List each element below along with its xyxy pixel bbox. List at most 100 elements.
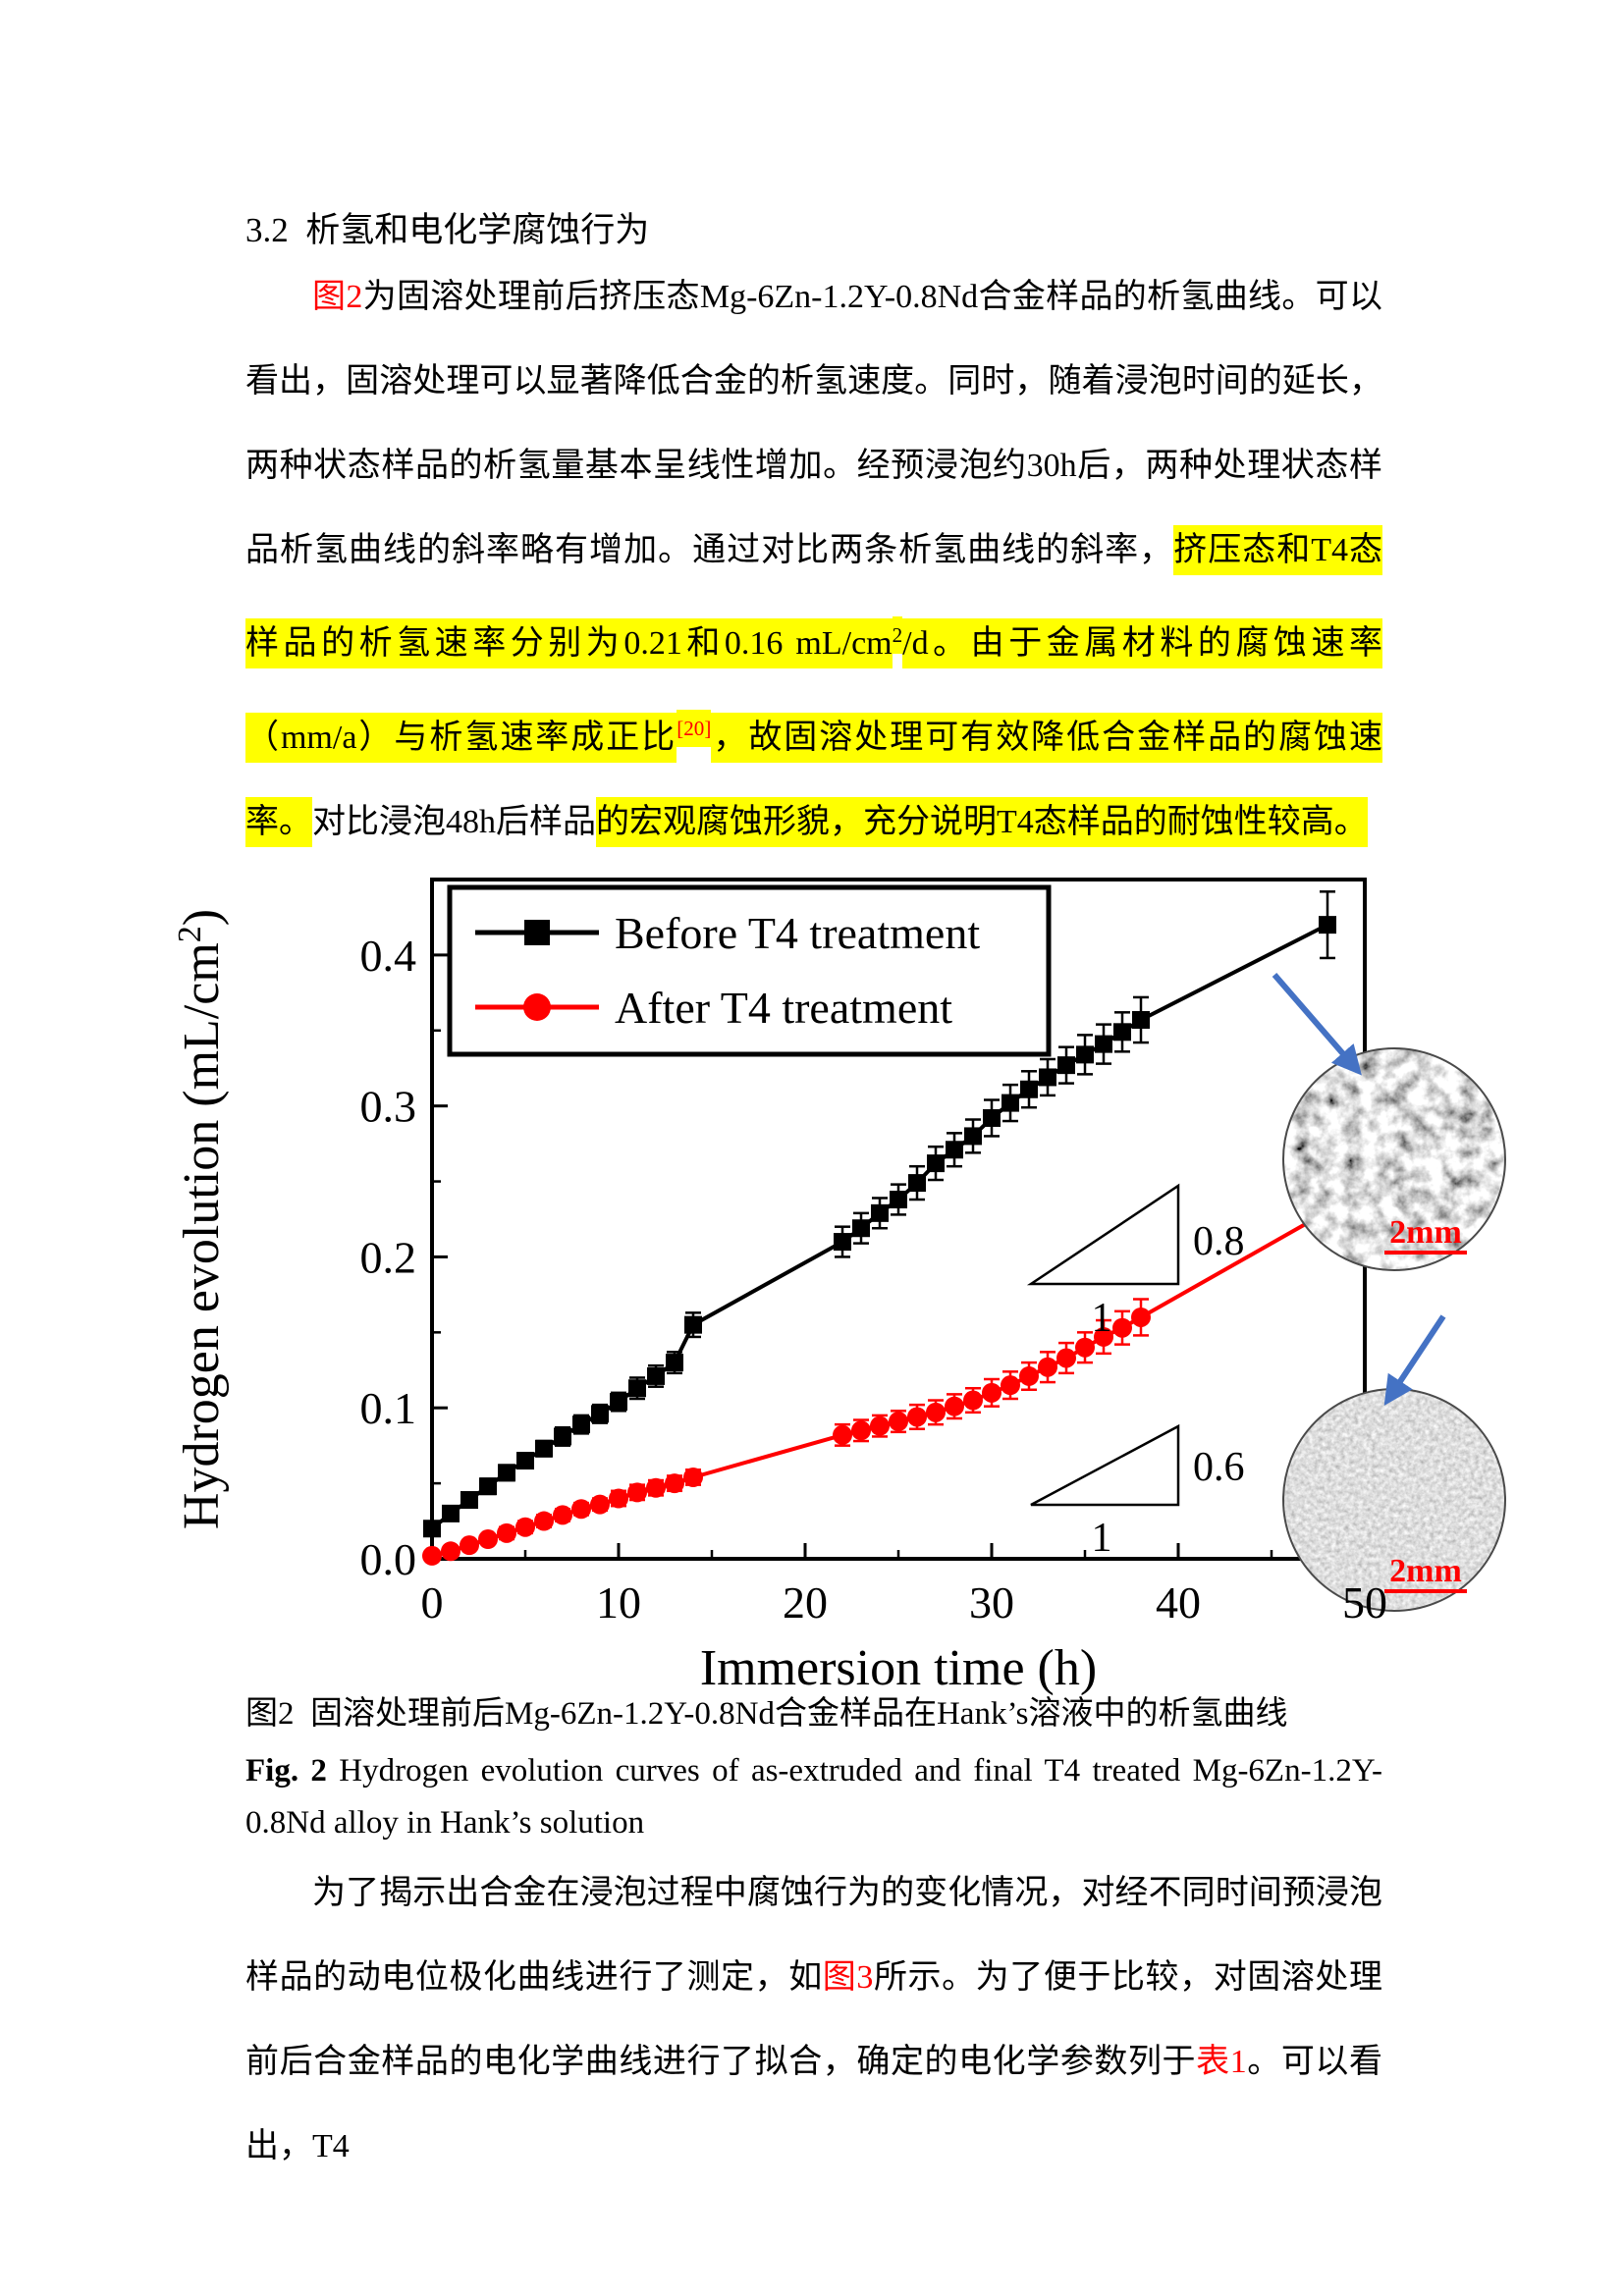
slope-rise-label: 0.8: [1193, 1219, 1245, 1264]
micrograph-rim: [1282, 1047, 1506, 1271]
y-tick-label: 0.3: [360, 1082, 417, 1132]
data-point: [535, 1439, 553, 1458]
data-point: [591, 1405, 609, 1423]
data-point: [553, 1505, 572, 1525]
axis-tick-labels: 0 10 20 30 40 50 0.0 0.1 0.2 0.3 0.4: [360, 931, 1388, 1628]
data-point: [572, 1415, 590, 1434]
figure-caption-zh: 图2 固溶处理前后Mg-6Zn-1.2Y-0.8Nd合金样品在Hank’s溶液中…: [245, 1696, 1288, 1732]
data-point: [646, 1477, 666, 1498]
data-point: [1113, 1023, 1131, 1041]
legend-box: [447, 884, 1052, 1057]
data-point: [665, 1473, 684, 1494]
arrow-to-after-micrograph: [1383, 1314, 1446, 1407]
y-axis-title: Hydrogen evolution (mL/cm2): [172, 909, 230, 1529]
data-point: [1076, 1045, 1094, 1064]
y-tick-label: 0.4: [360, 931, 417, 981]
slope-rise-label: 0.6: [1193, 1445, 1245, 1490]
chart-legend: Before T4 treatment After T4 treatment: [447, 884, 1052, 1057]
legend-label: Before T4 treatment: [615, 908, 980, 958]
text-segment: Fig. 2: [245, 1753, 327, 1789]
x-tick-label: 20: [783, 1577, 828, 1628]
data-point: [666, 1354, 683, 1372]
section-heading: 3.2 析氢和电化学腐蚀行为: [245, 211, 650, 249]
legend-entry-before-t4: Before T4 treatment: [475, 908, 980, 958]
data-point: [1019, 1365, 1039, 1386]
data-point: [908, 1174, 926, 1193]
data-point: [590, 1494, 610, 1515]
hydrogen-evolution-chart: 0.8 1 0.6 1 2mm 2mm 0 10 20 30 40 50 0.0 0.1 0.2…: [172, 878, 1506, 1696]
micrograph-before-t4: 2mm: [1282, 1047, 1506, 1271]
y-tick-label: 0.2: [360, 1232, 417, 1282]
figure-caption-en: Fig. 2 Hydrogen evolution curves of as-e…: [245, 1745, 1382, 1849]
data-point: [442, 1504, 460, 1522]
data-point: [1020, 1080, 1038, 1098]
data-point: [1094, 1326, 1113, 1347]
data-point: [515, 1517, 535, 1537]
data-point: [907, 1407, 927, 1427]
data-point: [964, 1127, 982, 1146]
slope-triangle-shape: [1030, 1423, 1180, 1507]
data-point: [534, 1511, 554, 1531]
data-point: [1056, 1348, 1076, 1368]
legend-entry-after-t4: After T4 treatment: [475, 983, 952, 1033]
micrograph-image: [1283, 1048, 1505, 1270]
data-point: [422, 1545, 442, 1566]
scale-bar-label: 2mm: [1389, 1553, 1462, 1589]
data-point: [1132, 1011, 1150, 1030]
data-point: [497, 1522, 516, 1543]
text-segment: 图2: [312, 279, 363, 315]
data-series: [422, 890, 1337, 1566]
text-segment: 。可以看出，T4: [245, 2044, 1383, 2164]
data-point: [479, 1477, 497, 1496]
data-point: [870, 1415, 890, 1436]
data-point: [609, 1488, 628, 1509]
data-point: [963, 1390, 983, 1411]
legend-circle-marker: [523, 993, 551, 1021]
data-point: [834, 1233, 851, 1252]
data-point: [554, 1427, 571, 1446]
data-point: [926, 1402, 946, 1422]
data-point: [1095, 1035, 1112, 1053]
data-point: [833, 1424, 852, 1445]
y-tick-label: 0.1: [360, 1383, 417, 1433]
slope-run-label: 1: [1092, 1296, 1112, 1341]
data-point: [945, 1396, 964, 1416]
data-point: [890, 1191, 907, 1209]
data-point: [851, 1420, 871, 1441]
data-point: [1131, 1307, 1151, 1327]
x-tick-label: 50: [1342, 1577, 1387, 1628]
arrow-to-before-micrograph: [1272, 973, 1362, 1076]
data-point: [683, 1467, 703, 1487]
data-point: [1001, 1375, 1020, 1396]
paragraph-polarization: 为了揭示出合金在浸泡过程中腐蚀行为的变化情况，对经不同时间预浸泡样品的动电位极化…: [245, 1851, 1382, 2189]
slope-triangle-upper: 0.8 1: [1026, 1183, 1245, 1341]
x-tick-label: 30: [969, 1577, 1014, 1628]
data-point: [927, 1154, 945, 1173]
data-point: [498, 1464, 515, 1482]
x-tick-label: 0: [421, 1577, 444, 1628]
data-point: [647, 1366, 665, 1385]
data-point: [1038, 1357, 1057, 1377]
data-point: [1112, 1317, 1132, 1338]
data-point: [627, 1482, 647, 1503]
micrograph-after-t4: 2mm: [1282, 1388, 1506, 1612]
data-point: [1075, 1337, 1095, 1358]
data-point: [460, 1491, 478, 1510]
scale-bar-label: 2mm: [1389, 1214, 1462, 1251]
data-point: [423, 1520, 441, 1538]
micrograph-image: [1283, 1389, 1505, 1611]
data-point: [441, 1541, 460, 1562]
data-point: [684, 1315, 702, 1334]
data-point: [889, 1412, 908, 1432]
data-point: [982, 1382, 1001, 1403]
data-point: [1039, 1068, 1056, 1087]
data-point: [1057, 1056, 1075, 1075]
data-point: [852, 1219, 870, 1238]
text-segment: 的宏观腐蚀形貌，充分说明T4态样品的耐蚀性较高。: [596, 796, 1368, 847]
text-segment: 图3: [822, 1959, 874, 1996]
data-point: [1001, 1094, 1019, 1112]
x-axis-title: Immersion time (h): [700, 1640, 1097, 1696]
slope-triangle-lower: 0.6 1: [1030, 1423, 1245, 1561]
y-tick-label: 0.0: [360, 1534, 417, 1584]
text-segment: Hydrogen evolution curves of as-extruded…: [245, 1753, 1382, 1841]
